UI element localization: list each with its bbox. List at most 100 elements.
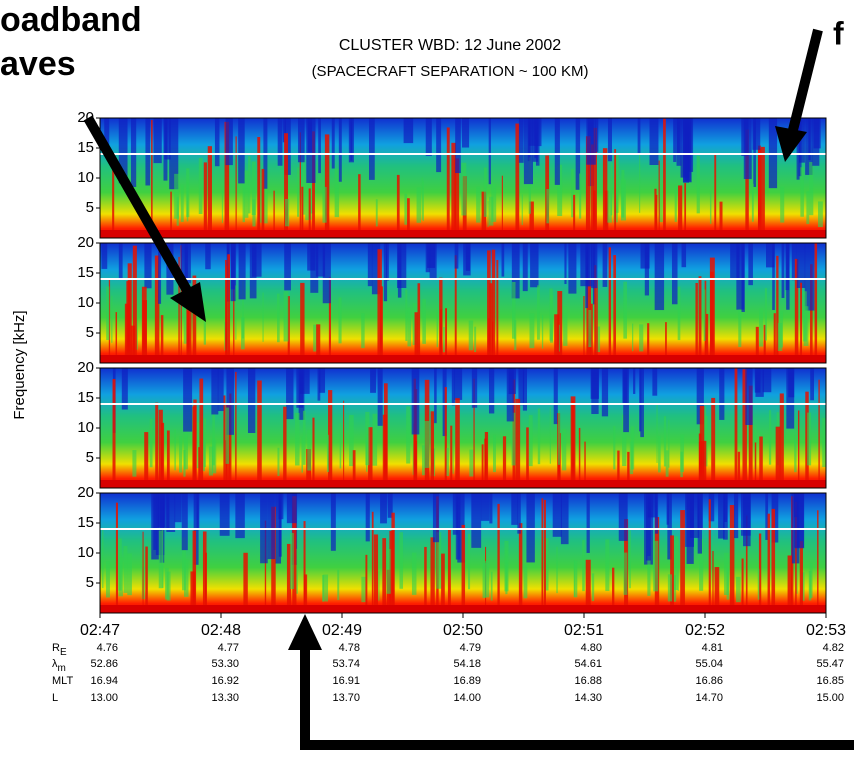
ephemeris-label: MLT bbox=[52, 675, 73, 687]
blue-band bbox=[523, 118, 533, 185]
blue-band bbox=[436, 118, 442, 173]
y-tick-label: 5 bbox=[86, 324, 94, 341]
green-band bbox=[424, 421, 430, 468]
red-burst bbox=[155, 402, 159, 488]
blue-band bbox=[162, 493, 170, 529]
ephemeris-value: 4.77 bbox=[218, 642, 239, 654]
red-burst bbox=[227, 254, 231, 363]
red-burst bbox=[698, 276, 702, 363]
blue-band bbox=[644, 243, 650, 296]
red-burst bbox=[192, 275, 197, 363]
blue-band bbox=[238, 118, 245, 184]
y-tick-label: 15 bbox=[77, 264, 94, 281]
blue-band bbox=[235, 493, 245, 539]
green-band bbox=[244, 170, 249, 218]
green-band bbox=[307, 429, 312, 471]
green-band bbox=[386, 549, 391, 594]
x-tick-label: 02:53 bbox=[806, 622, 846, 639]
green-band bbox=[490, 571, 493, 601]
red-burst bbox=[602, 148, 608, 238]
blue-band bbox=[158, 243, 162, 304]
blue-band bbox=[315, 243, 326, 277]
red-burst bbox=[271, 506, 276, 613]
red-burst bbox=[441, 553, 445, 613]
green-band bbox=[252, 199, 256, 227]
red-burst bbox=[771, 508, 776, 613]
green-band bbox=[632, 323, 634, 352]
baseline-red bbox=[100, 355, 826, 363]
green-band bbox=[212, 412, 215, 466]
blue-band bbox=[522, 243, 528, 292]
green-band bbox=[529, 313, 535, 349]
blue-band bbox=[338, 118, 342, 182]
red-burst bbox=[235, 371, 237, 488]
blue-band bbox=[211, 368, 219, 415]
chart-subtitle: (SPACECRAFT SEPARATION ~ 100 KM) bbox=[312, 63, 589, 80]
red-burst bbox=[491, 249, 496, 363]
red-burst bbox=[144, 432, 149, 488]
red-burst bbox=[748, 385, 753, 488]
green-band bbox=[809, 162, 814, 216]
blue-band bbox=[286, 368, 294, 420]
green-band bbox=[198, 158, 203, 215]
blue-band bbox=[553, 368, 558, 425]
blue-band bbox=[299, 368, 310, 394]
green-band bbox=[674, 184, 677, 222]
arrow-shaft bbox=[788, 28, 823, 132]
red-burst bbox=[779, 393, 784, 488]
red-burst bbox=[154, 255, 160, 363]
green-band bbox=[361, 576, 366, 603]
blue-band bbox=[532, 118, 538, 162]
green-band bbox=[757, 568, 760, 600]
red-burst bbox=[303, 521, 306, 613]
green-band bbox=[301, 436, 303, 473]
red-burst bbox=[787, 555, 793, 613]
red-burst bbox=[417, 283, 421, 363]
red-burst bbox=[515, 398, 521, 488]
red-burst bbox=[461, 524, 466, 613]
red-burst bbox=[763, 324, 766, 363]
red-burst bbox=[233, 284, 235, 363]
blue-band bbox=[454, 368, 463, 400]
blue-band bbox=[461, 118, 470, 148]
red-burst bbox=[199, 378, 204, 488]
green-band bbox=[541, 314, 544, 349]
green-band bbox=[621, 170, 625, 218]
green-band bbox=[305, 178, 310, 221]
red-burst bbox=[424, 546, 427, 613]
green-band bbox=[203, 418, 207, 468]
red-burst bbox=[518, 523, 523, 613]
green-band bbox=[667, 574, 673, 602]
green-band bbox=[111, 295, 113, 343]
blue-band bbox=[425, 118, 432, 157]
blue-band bbox=[121, 368, 128, 410]
red-burst bbox=[223, 395, 226, 488]
blue-band bbox=[755, 368, 764, 397]
red-burst bbox=[658, 160, 660, 238]
blue-band bbox=[457, 493, 465, 563]
blue-band bbox=[144, 243, 152, 289]
blue-band bbox=[640, 368, 644, 438]
red-burst bbox=[352, 450, 356, 488]
blue-band bbox=[637, 118, 641, 155]
red-burst bbox=[755, 326, 759, 363]
green-band bbox=[487, 201, 489, 227]
green-band bbox=[476, 186, 481, 223]
red-burst bbox=[358, 174, 361, 238]
green-band bbox=[796, 548, 798, 594]
red-burst bbox=[430, 411, 435, 488]
green-band bbox=[591, 573, 595, 602]
blue-band bbox=[183, 368, 193, 432]
blue-band bbox=[741, 243, 745, 312]
green-band bbox=[777, 322, 783, 351]
green-band bbox=[546, 189, 549, 224]
blue-band bbox=[387, 493, 393, 518]
y-tick-label: 10 bbox=[77, 544, 94, 561]
green-band bbox=[179, 436, 183, 473]
ephemeris-value: 4.81 bbox=[702, 642, 723, 654]
green-band bbox=[176, 196, 179, 226]
blue-band bbox=[219, 493, 230, 536]
blue-band bbox=[118, 118, 128, 184]
red-burst bbox=[287, 296, 290, 363]
